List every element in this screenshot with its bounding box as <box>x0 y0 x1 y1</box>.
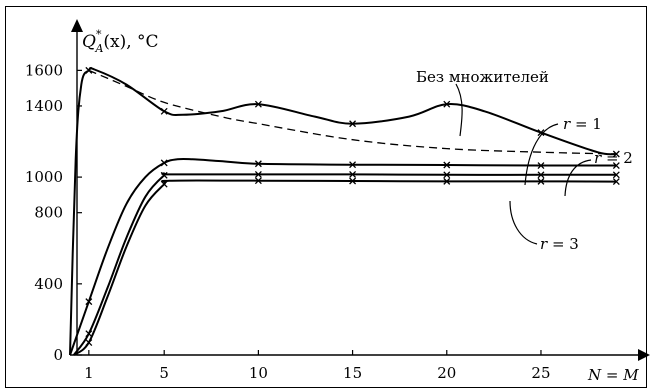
y-label-sup: * <box>96 28 102 41</box>
leader-bez-mnozhiteley <box>455 83 463 137</box>
x-tick-label: 10 <box>249 364 268 382</box>
data-point <box>443 161 451 169</box>
y-tick-label: 1400 <box>25 97 63 115</box>
data-point <box>612 171 620 179</box>
data-point <box>443 177 451 185</box>
axes <box>70 19 650 361</box>
y-tick-label: 400 <box>34 275 63 293</box>
data-point <box>85 339 93 347</box>
annotation-r2-var: r <box>594 149 602 167</box>
annotation-r1: r = 1 <box>563 115 602 133</box>
annotation-r2-val: = 2 <box>601 149 633 167</box>
data-point <box>254 100 262 108</box>
data-point <box>85 298 93 306</box>
data-point <box>160 171 168 179</box>
data-point <box>537 177 545 185</box>
y-axis-arrow <box>71 19 83 32</box>
x-axis-arrow <box>638 349 650 361</box>
leader-r2 <box>564 159 592 197</box>
y-axis-label: Q* A(x), °C <box>82 28 159 55</box>
data-point <box>254 160 262 168</box>
y-label-q: Q <box>82 32 96 52</box>
annotation-r3-var: r <box>540 235 548 253</box>
x-tick-label: 1 <box>84 364 94 382</box>
x-tick-label: 25 <box>531 364 550 382</box>
data-point <box>160 180 168 188</box>
annotation-r2: r = 2 <box>594 149 633 167</box>
series-bez-mnozhiteley <box>69 67 617 356</box>
data-point <box>443 100 451 108</box>
y-tick-label: 800 <box>34 204 63 222</box>
data-point <box>85 330 93 338</box>
y-tick-label: 0 <box>53 346 63 364</box>
series-r2 <box>72 172 617 356</box>
x-tick-label: 5 <box>159 364 169 382</box>
data-point <box>537 162 545 170</box>
y-label-sub: A <box>94 42 103 55</box>
leader-r3 <box>509 200 538 245</box>
annotation-r3-val: = 3 <box>547 235 579 253</box>
data-point <box>160 107 168 115</box>
x-axis-label: N = M <box>587 366 639 384</box>
ticks <box>77 69 542 356</box>
annotation-r1-val: = 1 <box>570 115 602 133</box>
data-point <box>612 150 620 158</box>
series-dashed <box>88 69 617 155</box>
leader-r1 <box>524 123 559 186</box>
x-tick-label: 20 <box>437 364 456 382</box>
annotation-r3: r = 3 <box>540 235 579 253</box>
data-point <box>537 171 545 179</box>
annotation-bez-mnozhiteley: Без множителей <box>416 68 549 86</box>
data-point <box>537 129 545 137</box>
data-point <box>349 177 357 185</box>
series-r3 <box>73 179 617 356</box>
data-point <box>349 161 357 169</box>
data-point <box>443 171 451 179</box>
data-point <box>612 162 620 170</box>
data-point <box>349 120 357 128</box>
data-point <box>349 170 357 178</box>
y-tick-label: 1000 <box>25 168 63 186</box>
data-point <box>612 178 620 186</box>
data-point <box>254 177 262 185</box>
chart-frame <box>5 6 647 388</box>
data-point <box>160 159 168 167</box>
y-tick-label: 1600 <box>25 61 63 79</box>
annotation-r1-var: r <box>563 115 571 133</box>
series-group <box>69 66 620 356</box>
data-point <box>254 170 262 178</box>
y-label-rest: (x), °C <box>103 32 158 52</box>
x-tick-label: 15 <box>343 364 362 382</box>
